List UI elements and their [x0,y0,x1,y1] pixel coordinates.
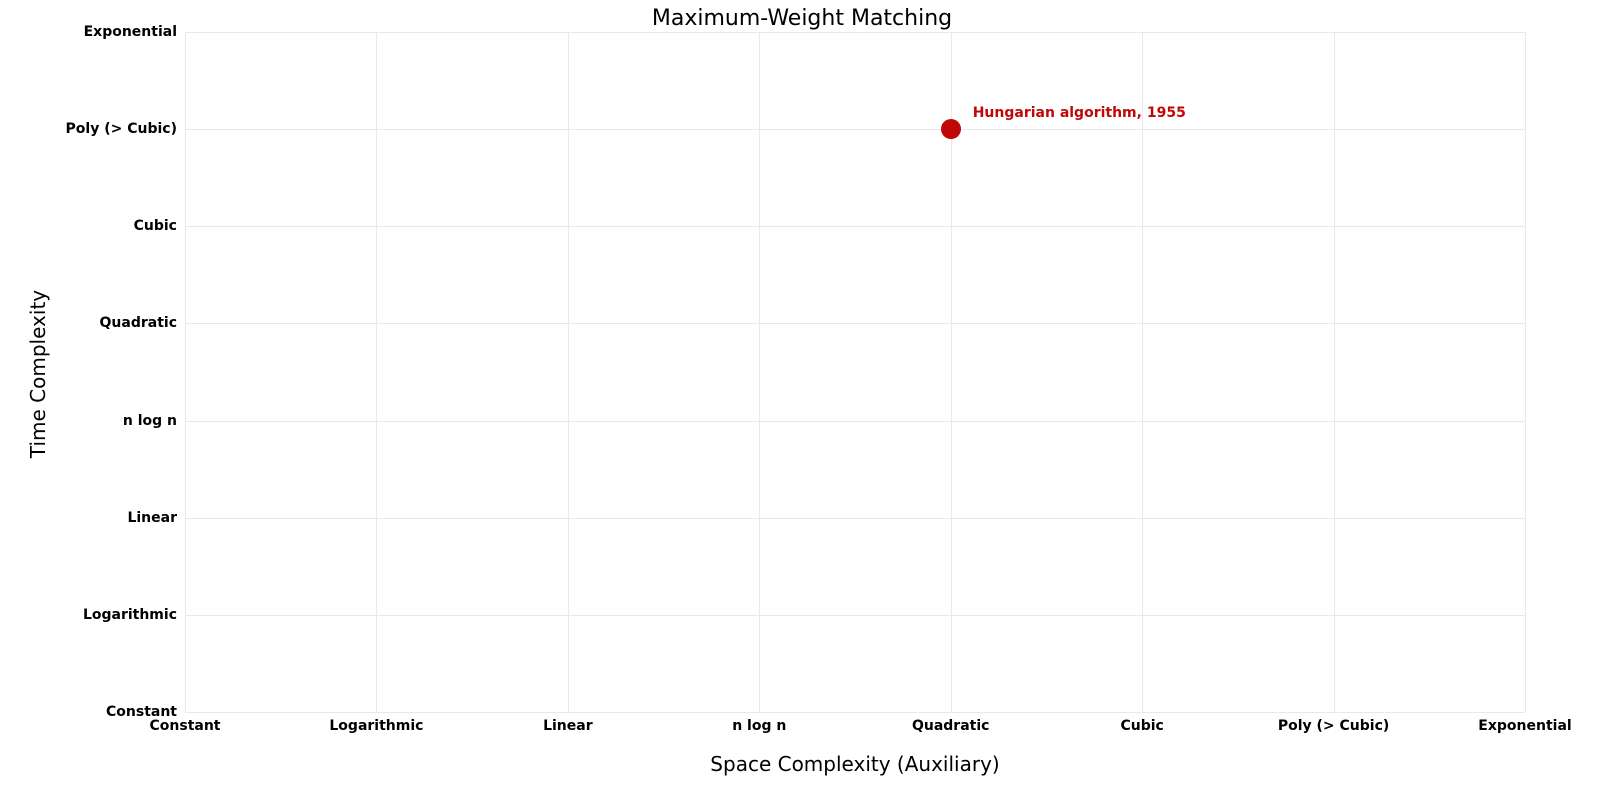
y-tick-label: Linear [127,510,177,526]
grid-horizontal [185,323,1525,324]
grid-vertical [376,32,377,712]
x-tick-label: Poly (> Cubic) [1278,718,1389,734]
grid-horizontal [185,421,1525,422]
x-tick-label: Linear [543,718,593,734]
y-tick-label: n log n [123,413,177,429]
y-tick-label: Constant [106,704,177,720]
x-tick-label: Constant [150,718,221,734]
y-tick-label: Poly (> Cubic) [66,121,177,137]
plot-area: ConstantLogarithmicLinearn log nQuadrati… [185,32,1525,712]
grid-horizontal [185,518,1525,519]
x-tick-label: Quadratic [912,718,989,734]
grid-vertical [568,32,569,712]
chart-title: Maximum-Weight Matching [0,6,1604,31]
x-tick-label: n log n [732,718,786,734]
y-axis-label: Time Complexity [26,224,50,524]
grid-horizontal [185,712,1525,713]
data-point-label-hungarian-algorithm: Hungarian algorithm, 1955 [973,105,1186,121]
y-tick-label: Exponential [84,24,177,40]
grid-horizontal [185,129,1525,130]
x-axis-label: Space Complexity (Auxiliary) [185,752,1525,776]
grid-horizontal [185,615,1525,616]
grid-vertical [185,32,186,712]
grid-vertical [1525,32,1526,712]
y-tick-label: Quadratic [100,315,177,331]
x-tick-label: Logarithmic [329,718,423,734]
chart-container: Maximum-Weight Matching ConstantLogarith… [0,0,1604,794]
x-tick-label: Cubic [1120,718,1163,734]
grid-vertical [1142,32,1143,712]
data-point-hungarian-algorithm [941,119,961,139]
grid-vertical [1334,32,1335,712]
y-tick-label: Logarithmic [83,607,177,623]
grid-horizontal [185,32,1525,33]
grid-vertical [759,32,760,712]
grid-horizontal [185,226,1525,227]
x-tick-label: Exponential [1478,718,1571,734]
y-tick-label: Cubic [134,218,177,234]
